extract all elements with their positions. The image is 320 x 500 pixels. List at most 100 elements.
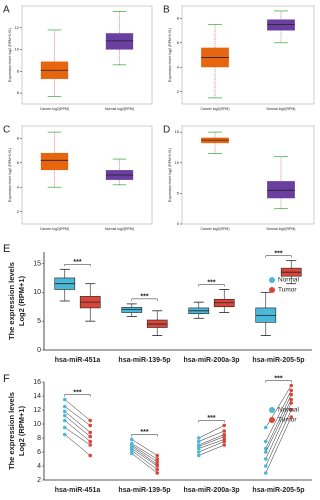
y-tick-label: 10 xyxy=(175,160,180,165)
y-tick-label: 0 xyxy=(177,221,180,226)
x-tick-label: hsa-miR-200a-3p xyxy=(183,487,239,494)
point xyxy=(62,418,67,423)
point xyxy=(155,460,160,464)
point xyxy=(263,425,268,430)
point xyxy=(263,457,268,461)
y-tick-label: 8 xyxy=(177,15,180,20)
x-tick-label: Cancer log2(RPM) xyxy=(201,107,230,111)
x-tick-label: hsa-miR-139-5p xyxy=(118,357,170,364)
panel-label: F xyxy=(3,373,10,385)
legend-swatch xyxy=(269,407,275,413)
point xyxy=(155,467,160,472)
point xyxy=(196,439,201,444)
point xyxy=(196,450,201,454)
point xyxy=(155,457,160,461)
point xyxy=(222,439,227,444)
y-axis-label: Log2 (RPM+1) xyxy=(17,275,26,326)
pair-line xyxy=(131,453,158,474)
pair-line xyxy=(198,434,225,446)
legend-label: Tumor xyxy=(278,287,297,294)
plot-frame xyxy=(181,5,315,105)
pair-line xyxy=(64,411,91,433)
x-tick-label: Normal log2(RPM) xyxy=(105,107,134,111)
point xyxy=(222,429,227,433)
point xyxy=(88,430,93,435)
legend-swatch xyxy=(269,287,275,293)
pair-line xyxy=(64,434,91,456)
significance: *** xyxy=(274,250,282,257)
point xyxy=(62,425,67,430)
point xyxy=(88,423,93,428)
point xyxy=(88,439,93,444)
point xyxy=(129,448,134,453)
x-tick-label: hsa-miR-200a-3p xyxy=(183,357,239,364)
y-tick-label: 10 xyxy=(15,47,20,52)
point xyxy=(129,437,134,442)
pair-line xyxy=(265,390,292,442)
pair-line xyxy=(131,446,158,465)
y-axis-label: Expression level: log2 (RPM+0.01) xyxy=(168,28,172,82)
point xyxy=(289,408,294,412)
panel-label: E xyxy=(3,243,10,255)
point xyxy=(289,392,294,397)
significance-bracket xyxy=(198,420,225,423)
pair-line xyxy=(265,416,292,474)
pair-line xyxy=(265,402,292,460)
x-tick-label: hsa-miR-451a xyxy=(55,357,101,364)
panel-label: C xyxy=(3,125,10,136)
y-axis-label: Log2 (RPM+1) xyxy=(17,405,26,456)
x-tick-label: Normal log2(RPM) xyxy=(267,227,296,231)
x-tick-label: Cancer log2(RPM) xyxy=(40,227,69,231)
point xyxy=(88,434,93,439)
legend-swatch xyxy=(269,277,275,283)
pair-line xyxy=(131,448,158,467)
significance: *** xyxy=(73,389,81,396)
point xyxy=(155,471,160,475)
y-tick-label: 6 xyxy=(177,40,180,45)
panel-label: B xyxy=(163,5,170,16)
panel-label: D xyxy=(163,125,170,136)
y-tick-label: 8 xyxy=(37,435,41,442)
point xyxy=(62,404,67,409)
pair-line xyxy=(64,427,91,446)
x-tick-label: hsa-miR-205-5p xyxy=(252,487,304,494)
pair-line xyxy=(64,420,91,442)
point xyxy=(62,413,67,418)
y-tick-label: 15 xyxy=(175,129,180,134)
point xyxy=(222,443,227,447)
point xyxy=(289,383,294,388)
x-tick-label: hsa-miR-451a xyxy=(55,487,101,494)
y-tick-label: 12 xyxy=(15,25,20,30)
y-tick-label: 10 xyxy=(33,289,41,296)
significance-bracket xyxy=(131,434,158,437)
point xyxy=(88,453,93,458)
pair-line xyxy=(198,430,225,442)
y-axis-label: Expression level: log2 (RPM+0.01) xyxy=(8,148,12,202)
y-axis-label: The expression levels xyxy=(7,262,16,340)
pair-line xyxy=(64,399,91,421)
significance: *** xyxy=(207,415,215,422)
point xyxy=(62,409,67,414)
point xyxy=(155,464,160,468)
significance-bracket xyxy=(265,380,292,383)
point xyxy=(88,443,93,447)
significance: *** xyxy=(207,279,215,286)
x-tick-label: Normal log2(RPM) xyxy=(267,107,296,111)
y-tick-label: 10 xyxy=(33,421,41,428)
x-tick-label: Cancer log2(RPM) xyxy=(40,107,69,111)
point xyxy=(222,423,227,428)
y-tick-label: 4 xyxy=(17,184,20,189)
point xyxy=(289,401,294,405)
y-tick-label: 15 xyxy=(33,260,41,267)
y-tick-label: 8 xyxy=(17,135,20,140)
pair-line xyxy=(131,439,158,456)
pair-line xyxy=(265,409,292,467)
y-tick-label: 5 xyxy=(177,190,180,195)
significance-bracket xyxy=(64,394,91,397)
point xyxy=(263,446,268,451)
pair-line xyxy=(265,399,292,453)
panel-label: A xyxy=(3,5,10,16)
point xyxy=(263,439,268,444)
y-axis-label: The expression levels xyxy=(7,392,16,470)
